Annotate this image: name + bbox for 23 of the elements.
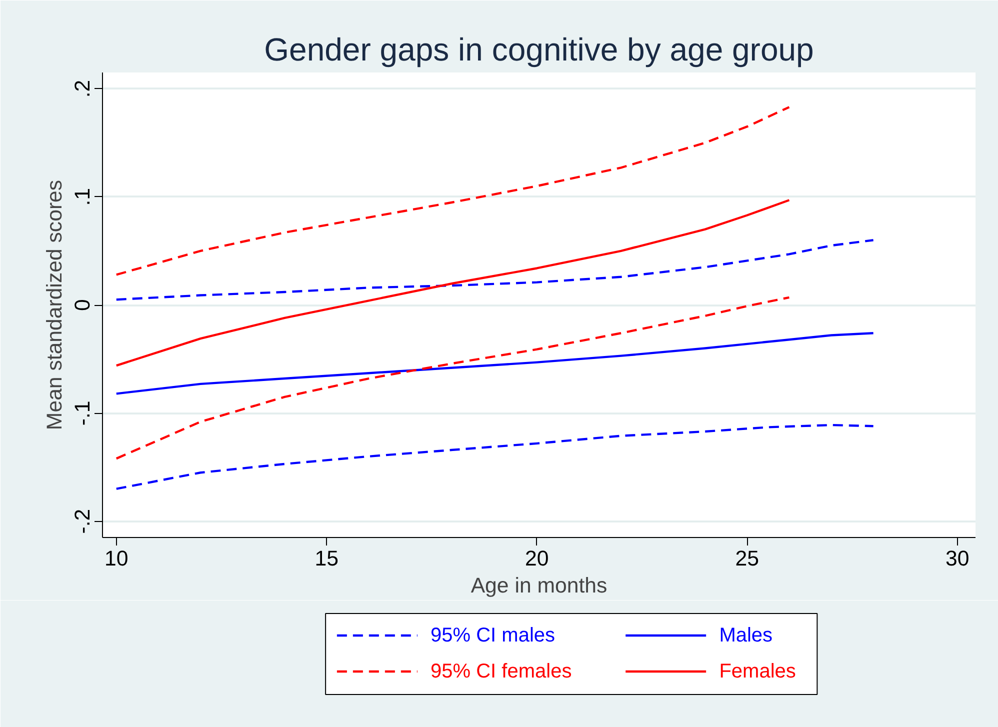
legend-label: 95% CI females bbox=[430, 660, 572, 682]
y-axis-title: Mean standardized scores bbox=[42, 180, 66, 430]
line-series bbox=[115, 296, 790, 460]
legend-label: 95% CI males bbox=[430, 624, 556, 646]
y-tick-label: 0 bbox=[70, 298, 94, 311]
line-series bbox=[115, 106, 790, 276]
legend-label: Females bbox=[719, 660, 796, 682]
x-tick-label: 25 bbox=[735, 546, 760, 570]
legend-label: Males bbox=[719, 624, 773, 646]
x-tick-label: 20 bbox=[525, 546, 549, 570]
x-tick-label: 15 bbox=[314, 546, 339, 570]
chart-title: Gender gaps in cognitive by age group bbox=[264, 32, 814, 68]
y-tick-label: -.2 bbox=[70, 508, 94, 534]
y-tick-label: .2 bbox=[70, 80, 94, 98]
x-axis-title: Age in months bbox=[470, 574, 608, 598]
line-series bbox=[115, 199, 790, 367]
line-series bbox=[115, 424, 874, 490]
y-tick-label: -.1 bbox=[70, 400, 94, 426]
y-tick-label: .1 bbox=[70, 188, 94, 206]
x-tick-label: 10 bbox=[104, 546, 128, 570]
x-tick-label: 30 bbox=[946, 546, 970, 570]
line-series bbox=[115, 332, 874, 395]
line-series bbox=[115, 239, 874, 301]
